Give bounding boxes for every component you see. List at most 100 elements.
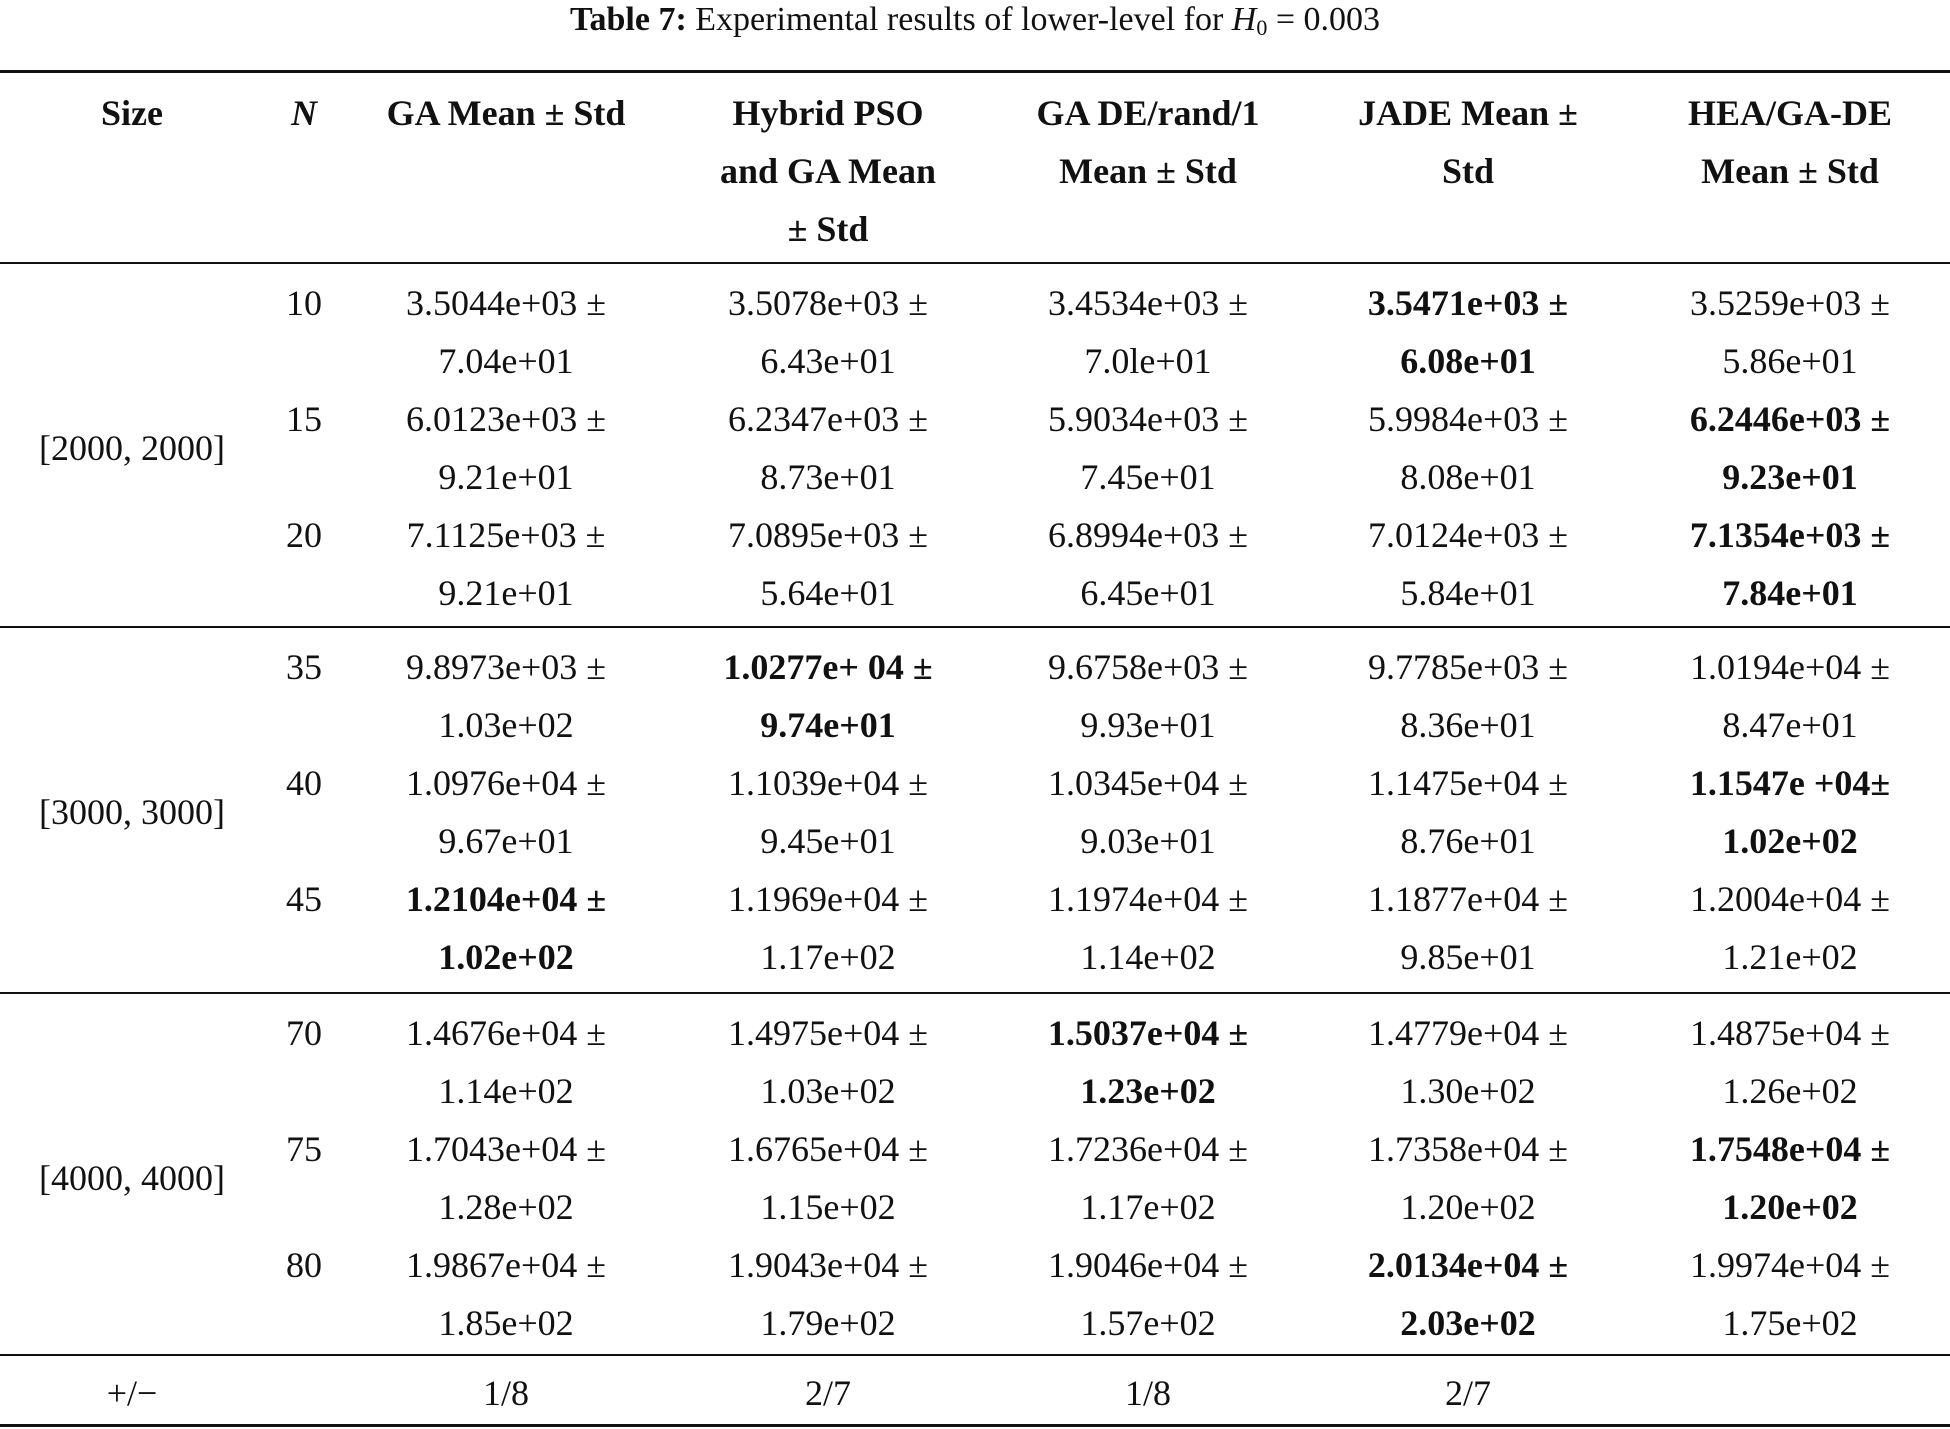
column-header-3-line-1: and GA Mean — [719, 151, 937, 191]
result-std: 2.03e+02 — [1400, 1303, 1536, 1343]
result-mean: 1.4779e+04 ± — [1367, 1013, 1569, 1053]
result-mean: 1.7236e+04 ± — [1047, 1129, 1249, 1169]
column-header-3-line-2: ± Std — [787, 209, 869, 249]
table-caption: Table 7: Experimental results of lower-l… — [0, 0, 1950, 40]
result-mean: 3.5471e+03 ± — [1367, 283, 1569, 323]
caption-variable-subscript: 0 — [1256, 15, 1268, 40]
result-mean: 6.2347e+03 ± — [727, 399, 929, 439]
result-mean: 3.5259e+03 ± — [1689, 283, 1891, 323]
size-group-label: [2000, 2000] — [39, 428, 225, 468]
result-std: 9.45e+01 — [760, 821, 896, 861]
result-mean: 5.9984e+03 ± — [1367, 399, 1569, 439]
size-group-label: [3000, 3000] — [39, 792, 225, 832]
caption-variable: H — [1231, 1, 1257, 38]
result-mean: 1.1974e+04 ± — [1047, 879, 1249, 919]
result-std: 1.15e+02 — [760, 1187, 896, 1227]
result-std: 1.20e+02 — [1400, 1187, 1536, 1227]
result-mean: 1.9867e+04 ± — [405, 1245, 607, 1285]
result-mean: 1.0345e+04 ± — [1047, 763, 1249, 803]
result-std: 1.85e+02 — [438, 1303, 574, 1343]
result-mean: 9.7785e+03 ± — [1367, 647, 1569, 687]
column-header-6-line-0: HEA/GA-DE — [1687, 93, 1892, 133]
row-n-value: 80 — [286, 1245, 322, 1285]
result-mean: 6.0123e+03 ± — [405, 399, 607, 439]
result-mean: 2.0134e+04 ± — [1367, 1245, 1569, 1285]
result-mean: 1.2004e+04 ± — [1689, 879, 1891, 919]
result-mean: 1.4875e+04 ± — [1689, 1013, 1891, 1053]
result-mean: 1.1475e+04 ± — [1367, 763, 1569, 803]
summary-value: 1/8 — [1124, 1373, 1171, 1413]
result-std: 9.21e+01 — [438, 573, 574, 613]
result-std: 1.02e+02 — [1722, 821, 1858, 861]
header-rule — [0, 262, 1950, 264]
result-std: 6.45e+01 — [1080, 573, 1216, 613]
result-std: 1.75e+02 — [1722, 1303, 1858, 1343]
column-header-0: Size — [101, 93, 163, 133]
result-std: 1.21e+02 — [1722, 937, 1858, 977]
result-mean: 1.6765e+04 ± — [727, 1129, 929, 1169]
result-std: 8.73e+01 — [760, 457, 896, 497]
row-n-value: 70 — [286, 1013, 322, 1053]
result-mean: 1.1877e+04 ± — [1367, 879, 1569, 919]
result-std: 8.76e+01 — [1400, 821, 1536, 861]
result-std: 1.14e+02 — [1080, 937, 1216, 977]
result-std: 6.08e+01 — [1400, 341, 1536, 381]
size-group-label: [4000, 4000] — [39, 1158, 225, 1198]
result-std: 1.28e+02 — [438, 1187, 574, 1227]
top-rule — [0, 70, 1950, 73]
row-n-value: 75 — [286, 1129, 322, 1169]
result-mean: 3.5078e+03 ± — [727, 283, 929, 323]
result-mean: 1.5037e+04 ± — [1047, 1013, 1249, 1053]
row-n-value: 20 — [286, 515, 322, 555]
column-header-5-line-0: JADE Mean ± — [1358, 93, 1578, 133]
result-std: 1.79e+02 — [760, 1303, 896, 1343]
column-header-6-line-1: Mean ± Std — [1701, 151, 1879, 191]
result-std: 7.45e+01 — [1080, 457, 1216, 497]
result-std: 1.03e+02 — [438, 705, 574, 745]
result-mean: 1.4676e+04 ± — [405, 1013, 607, 1053]
result-std: 5.86e+01 — [1722, 341, 1858, 381]
row-n-value: 45 — [286, 879, 322, 919]
result-mean: 7.0124e+03 ± — [1367, 515, 1569, 555]
result-std: 7.04e+01 — [438, 341, 574, 381]
result-mean: 1.7358e+04 ± — [1367, 1129, 1569, 1169]
result-std: 8.47e+01 — [1722, 705, 1858, 745]
result-mean: 1.2104e+04 ± — [405, 879, 607, 919]
result-mean: 1.0277e+ 04 ± — [723, 647, 933, 687]
group-rule-1 — [0, 626, 1950, 628]
result-std: 7.0le+01 — [1084, 341, 1212, 381]
result-std: 1.26e+02 — [1722, 1071, 1858, 1111]
column-header-1: N — [291, 93, 317, 133]
result-mean: 6.2446e+03 ± — [1689, 399, 1891, 439]
result-mean: 3.4534e+03 ± — [1047, 283, 1249, 323]
summary-label: +/− — [106, 1373, 158, 1413]
row-n-value: 40 — [286, 763, 322, 803]
result-std: 1.30e+02 — [1400, 1071, 1536, 1111]
result-std: 9.74e+01 — [760, 705, 896, 745]
row-n-value: 10 — [286, 283, 322, 323]
caption-text: Experimental results of lower-level for — [695, 1, 1224, 38]
result-mean: 7.0895e+03 ± — [727, 515, 929, 555]
row-n-value: 35 — [286, 647, 322, 687]
summary-rule — [0, 1354, 1950, 1356]
result-std: 6.43e+01 — [760, 341, 896, 381]
column-header-4-line-0: GA DE/rand/1 — [1036, 93, 1260, 133]
result-mean: 1.1547e +04± — [1689, 763, 1891, 803]
result-mean: 1.9046e+04 ± — [1047, 1245, 1249, 1285]
result-std: 5.64e+01 — [760, 573, 896, 613]
result-mean: 5.9034e+03 ± — [1047, 399, 1249, 439]
result-std: 1.02e+02 — [438, 937, 574, 977]
result-std: 7.84e+01 — [1722, 573, 1858, 613]
result-std: 1.03e+02 — [760, 1071, 896, 1111]
result-mean: 1.0194e+04 ± — [1689, 647, 1891, 687]
result-std: 1.14e+02 — [438, 1071, 574, 1111]
group-rule-2 — [0, 992, 1950, 994]
caption-label: Table 7: — [569, 1, 687, 38]
result-std: 9.85e+01 — [1400, 937, 1536, 977]
result-std: 1.57e+02 — [1080, 1303, 1216, 1343]
result-std: 9.03e+01 — [1080, 821, 1216, 861]
column-header-5-line-1: Std — [1441, 151, 1495, 191]
result-std: 9.23e+01 — [1722, 457, 1858, 497]
result-mean: 7.1125e+03 ± — [406, 515, 606, 555]
result-mean: 1.0976e+04 ± — [405, 763, 607, 803]
